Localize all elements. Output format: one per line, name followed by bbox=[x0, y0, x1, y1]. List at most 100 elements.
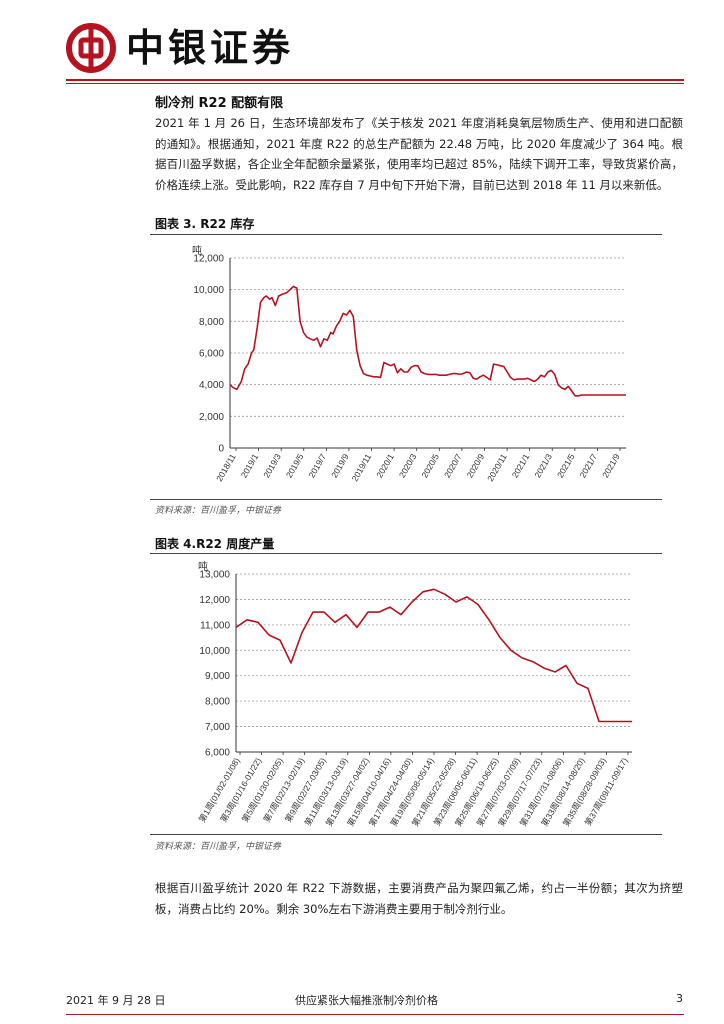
inventory-data-point bbox=[537, 378, 539, 380]
inventory-data-point bbox=[520, 378, 522, 380]
inventory-x-tick-label: 2020/11 bbox=[485, 452, 509, 483]
inventory-data-point bbox=[296, 287, 298, 289]
output-series-line bbox=[235, 588, 632, 723]
inventory-data-point bbox=[588, 394, 590, 396]
inventory-data-point bbox=[625, 394, 627, 396]
inventory-data-point bbox=[516, 378, 518, 380]
inventory-x-tick-label: 2019/7 bbox=[306, 452, 328, 480]
inventory-data-point bbox=[578, 395, 580, 397]
inventory-data-point bbox=[618, 394, 620, 396]
inventory-data-point bbox=[407, 371, 409, 373]
inventory-data-point bbox=[513, 379, 515, 381]
paragraph-2: 根据百川盈孚统计 2020 年 R22 下游数据，主要消费产品为聚四氟乙烯，约占… bbox=[155, 881, 683, 916]
footer-date: 2021 年 9 月 28 日 bbox=[66, 994, 166, 1007]
inventory-data-point bbox=[323, 338, 325, 340]
paragraph-1: 2021 年 1 月 26 日，生态环境部发布了《关于核发 2021 年度消耗臭… bbox=[155, 116, 683, 192]
inventory-data-point bbox=[232, 387, 234, 389]
inventory-x-tick-label: 2021/9 bbox=[600, 452, 622, 480]
output-data-point bbox=[301, 632, 303, 634]
inventory-data-point bbox=[352, 316, 354, 318]
inventory-data-point bbox=[486, 377, 488, 379]
inventory-data-point bbox=[561, 387, 563, 389]
output-y-tick-label: 13,000 bbox=[199, 570, 230, 581]
inventory-data-point bbox=[574, 395, 576, 397]
inventory-data-point bbox=[271, 297, 273, 299]
inventory-data-point bbox=[251, 352, 253, 354]
inventory-data-point bbox=[400, 368, 402, 370]
inventory-data-point bbox=[383, 362, 385, 364]
inventory-data-point bbox=[540, 374, 542, 376]
inventory-data-point bbox=[493, 363, 495, 365]
inventory-data-point bbox=[547, 371, 549, 373]
inventory-data-point bbox=[438, 374, 440, 376]
inventory-line-chart: 吨 0 2,000 4,000 6,000 8,000 10,000 12,000 2018/1… bbox=[192, 244, 627, 483]
inventory-data-point bbox=[489, 379, 491, 381]
output-data-point bbox=[389, 606, 391, 608]
inventory-data-point bbox=[247, 363, 249, 365]
inventory-data-point bbox=[289, 289, 291, 291]
inventory-data-point bbox=[390, 365, 392, 367]
inventory-data-point bbox=[286, 292, 288, 294]
company-logo: 中银证券 bbox=[66, 22, 294, 74]
inventory-x-tick-label: 2020/7 bbox=[442, 452, 464, 480]
inventory-x-tick-label: 2021/1 bbox=[510, 452, 532, 480]
output-data-point bbox=[378, 611, 380, 613]
inventory-x-tick-label: 2019/5 bbox=[284, 452, 306, 480]
inventory-data-point bbox=[503, 366, 505, 368]
inventory-y-tick-label: 4,000 bbox=[199, 380, 224, 391]
inventory-data-point bbox=[292, 286, 294, 288]
inventory-x-tick-label: 2021/7 bbox=[577, 452, 599, 480]
inventory-series-line bbox=[229, 285, 626, 397]
inventory-data-point bbox=[496, 364, 498, 366]
inventory-data-point bbox=[380, 377, 382, 379]
output-data-point bbox=[631, 721, 633, 723]
output-data-point bbox=[565, 665, 567, 667]
inventory-data-point bbox=[363, 373, 365, 375]
output-data-point bbox=[290, 662, 292, 664]
inventory-data-point bbox=[567, 385, 569, 387]
inventory-data-point bbox=[506, 371, 508, 373]
inventory-data-point bbox=[469, 372, 471, 374]
inventory-data-point bbox=[403, 371, 405, 373]
inventory-data-point bbox=[244, 368, 246, 370]
inventory-data-point bbox=[533, 381, 535, 383]
inventory-data-point bbox=[386, 363, 388, 365]
inventory-x-tick-label: 2020/3 bbox=[397, 452, 419, 480]
output-data-point bbox=[598, 721, 600, 723]
inventory-y-unit: 吨 bbox=[192, 244, 202, 257]
weekly-output-line-chart: 吨 6,000 7,000 8,000 9,000 10,000 11,000 12,000 1… bbox=[197, 560, 633, 828]
figure-3-title: 图表 3. R22 库存 bbox=[155, 217, 255, 231]
inventory-y-tick-label: 8,000 bbox=[199, 317, 224, 328]
inventory-data-point bbox=[417, 365, 419, 367]
output-data-point bbox=[400, 614, 402, 616]
inventory-data-point bbox=[445, 374, 447, 376]
inventory-data-point bbox=[260, 301, 262, 303]
inventory-data-point bbox=[544, 376, 546, 378]
header-rule bbox=[66, 79, 684, 81]
inventory-data-point bbox=[581, 394, 583, 396]
inventory-data-point bbox=[427, 373, 429, 375]
inventory-data-point bbox=[510, 377, 512, 379]
inventory-data-point bbox=[584, 394, 586, 396]
inventory-data-point bbox=[369, 375, 371, 377]
output-data-point bbox=[334, 621, 336, 623]
inventory-y-tick-label: 6,000 bbox=[199, 349, 224, 360]
output-data-point bbox=[323, 611, 325, 613]
inventory-data-point bbox=[356, 349, 358, 351]
inventory-data-point bbox=[326, 339, 328, 341]
inventory-data-point bbox=[591, 394, 593, 396]
inventory-data-point bbox=[349, 309, 351, 311]
inventory-data-point bbox=[269, 298, 271, 300]
output-data-point bbox=[576, 682, 578, 684]
inventory-data-point bbox=[557, 384, 559, 386]
figure-3-bottom-rule bbox=[150, 499, 662, 500]
output-data-point bbox=[411, 601, 413, 603]
inventory-x-tick-label: 2018/11 bbox=[214, 452, 238, 483]
inventory-data-point bbox=[229, 384, 231, 386]
output-data-point bbox=[477, 604, 479, 606]
inventory-data-point bbox=[320, 346, 322, 348]
inventory-data-point bbox=[366, 374, 368, 376]
inventory-x-tick-label: 2019/1 bbox=[239, 452, 261, 480]
output-y-tick-label: 11,000 bbox=[200, 620, 230, 631]
output-y-tick-label: 9,000 bbox=[205, 671, 230, 682]
